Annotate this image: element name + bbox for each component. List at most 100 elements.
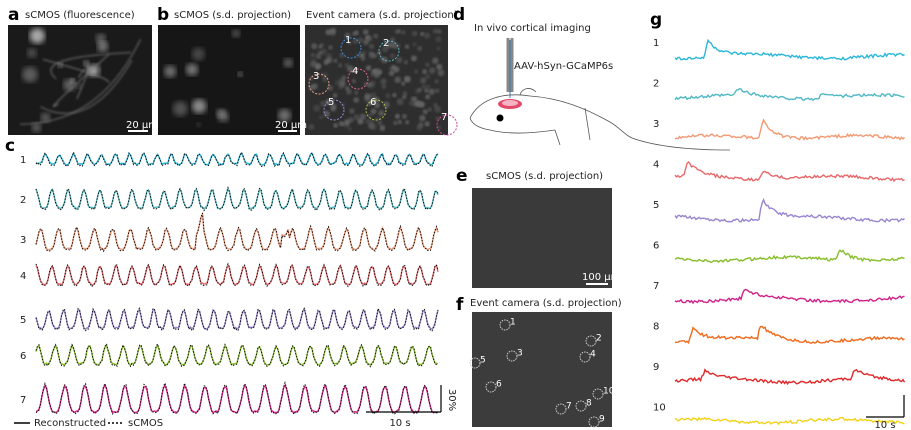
cell — [436, 64, 442, 70]
cell — [32, 123, 41, 132]
cell — [22, 67, 37, 82]
cell — [391, 67, 398, 74]
cell — [424, 33, 430, 39]
trace-label: 1 — [653, 38, 659, 49]
trace-label: 1 — [20, 155, 26, 166]
roi-label: 3 — [313, 71, 319, 82]
cell — [325, 29, 331, 35]
cell — [311, 53, 315, 57]
cell — [379, 125, 385, 131]
trace-label: 4 — [653, 160, 659, 171]
cell — [173, 101, 188, 116]
roi-label: 8 — [586, 399, 592, 409]
cell — [311, 43, 317, 49]
cell — [435, 79, 439, 83]
trace-label: 5 — [20, 315, 26, 326]
virus-label: AAV-hSyn-GCaMP6s — [514, 61, 613, 72]
cell — [390, 43, 394, 47]
cell — [402, 114, 407, 119]
cell — [393, 121, 397, 125]
trace — [675, 89, 905, 101]
trace-label: 10 — [653, 403, 666, 414]
cell — [354, 30, 359, 35]
trace — [675, 290, 905, 304]
cell — [382, 84, 386, 88]
roi-label: 4 — [590, 350, 596, 360]
cell — [437, 29, 441, 33]
cell — [30, 28, 45, 43]
trace-label: 7 — [20, 395, 26, 406]
cell — [360, 114, 366, 120]
trace-label: 3 — [653, 119, 659, 130]
scale-label: 10 s — [389, 418, 410, 429]
scale-label: 20 µm — [275, 120, 307, 131]
roi-label: 2 — [596, 334, 602, 344]
cell — [422, 69, 427, 74]
cell — [397, 98, 404, 105]
cell — [365, 35, 369, 39]
cell — [424, 88, 428, 92]
cell — [338, 121, 343, 126]
trace — [675, 120, 905, 140]
roi-label: 1 — [345, 35, 351, 46]
cell — [401, 81, 405, 85]
cell — [348, 127, 352, 131]
figure: a sCMOS (fluorescence) 20 µm b sCMOS (s.… — [0, 0, 911, 430]
cell — [353, 97, 359, 103]
cell — [419, 115, 425, 121]
cell — [435, 36, 441, 42]
cell — [333, 59, 337, 63]
cell — [284, 58, 293, 67]
roi-label: 3 — [517, 349, 523, 359]
cell — [371, 108, 377, 114]
panel-title: In vivo cortical imaging — [474, 23, 591, 34]
panel-title: sCMOS (s.d. projection) — [174, 10, 291, 21]
trace-label: 3 — [20, 235, 26, 246]
cell — [404, 76, 411, 83]
trace — [675, 40, 905, 59]
cell — [405, 120, 409, 124]
cell — [411, 55, 417, 61]
legend-label: sCMOS — [128, 418, 163, 429]
trace-label: 2 — [653, 79, 659, 90]
cell — [341, 103, 345, 107]
cell — [414, 69, 418, 73]
scale-label: 30% — [446, 389, 457, 411]
cell — [394, 77, 401, 84]
panel-letter: e — [456, 166, 468, 186]
roi-label: 7 — [441, 112, 447, 123]
cell — [238, 72, 243, 77]
cell — [318, 45, 322, 49]
cell — [425, 62, 430, 67]
roi-label: 1 — [510, 318, 516, 328]
cell — [392, 93, 397, 98]
roi-label: 10 — [603, 387, 615, 397]
cell — [412, 31, 417, 36]
roi-label: 5 — [480, 356, 486, 366]
cell — [349, 108, 354, 113]
panel-letter: d — [453, 5, 465, 25]
trace-label: 6 — [653, 241, 659, 252]
cell — [346, 89, 352, 95]
cell — [425, 74, 430, 79]
trace-label: 5 — [653, 200, 659, 211]
trace-label: 8 — [653, 322, 659, 333]
trace-label: 7 — [653, 281, 659, 292]
cell — [369, 44, 374, 49]
scale-label: 10 s — [874, 420, 895, 430]
cell — [218, 111, 229, 122]
cell — [360, 55, 366, 61]
trace-label: 9 — [653, 362, 659, 373]
panel-letter: a — [8, 5, 19, 25]
trace-scmos — [36, 383, 438, 415]
trace — [675, 162, 905, 181]
cell — [418, 88, 422, 92]
cell — [428, 107, 432, 111]
trace — [675, 200, 905, 222]
cell — [420, 32, 424, 36]
cell — [83, 60, 89, 66]
cell — [379, 111, 384, 116]
cell — [27, 48, 36, 57]
cell — [313, 105, 320, 112]
trace-reconstructed — [36, 385, 438, 413]
